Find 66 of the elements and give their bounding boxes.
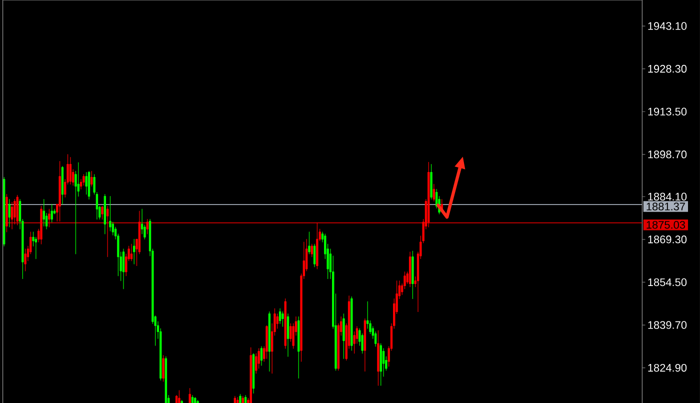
candlestick — [130, 244, 133, 261]
candlestick — [266, 325, 268, 359]
candlestick — [90, 170, 93, 186]
candlestick — [178, 390, 180, 403]
candlestick — [6, 194, 8, 232]
candlestick — [430, 164, 432, 200]
candlestick — [342, 313, 345, 359]
candlestick — [234, 396, 236, 403]
candlestick — [408, 251, 412, 287]
candlestick — [104, 194, 106, 234]
candlestick — [180, 400, 183, 403]
y-tick-label: 1943.10 — [648, 22, 687, 30]
candlestick — [61, 166, 64, 204]
ref-line-label: 1875.03 — [646, 220, 686, 229]
candlestick — [146, 218, 148, 234]
candlestick — [313, 244, 316, 268]
candlestick — [188, 388, 191, 403]
y-tick-label: 1913.50 — [648, 108, 687, 116]
candlestick — [162, 354, 164, 382]
candlestick — [244, 394, 247, 403]
candlestick — [196, 400, 199, 403]
candlestick — [106, 206, 109, 257]
candlestick — [316, 222, 318, 270]
candlestick — [191, 394, 194, 403]
candlestick — [10, 202, 14, 230]
y-tick-label: 1854.50 — [648, 278, 687, 286]
candlestick — [48, 208, 50, 228]
candlestick — [377, 330, 380, 386]
candlestick — [101, 206, 104, 220]
y-tick-label: 1928.30 — [648, 64, 687, 73]
candlestick — [284, 298, 286, 349]
candlestick — [380, 343, 382, 386]
ref-line-label: 1881.37 — [646, 202, 685, 210]
candlestick — [308, 231, 310, 254]
candlestick — [69, 156, 72, 184]
candlestick — [40, 206, 42, 244]
candlestick — [164, 356, 168, 403]
candlestick — [286, 313, 290, 357]
candlestick — [350, 296, 353, 351]
candlestick — [432, 184, 436, 202]
candlestick — [428, 162, 430, 228]
candlestick — [282, 311, 284, 327]
candlestick — [239, 394, 242, 403]
candlestick — [88, 170, 90, 200]
y-tick-label: 1884.10 — [648, 192, 687, 200]
candlestick — [122, 248, 125, 289]
candlestick — [58, 160, 61, 222]
candlestick — [278, 308, 282, 324]
candlestick — [50, 204, 53, 222]
candlestick — [3, 176, 6, 246]
y-tick-label: 1869.30 — [648, 235, 687, 244]
candlestick — [16, 194, 18, 226]
y-tick-label: 1824.90 — [648, 364, 687, 372]
candlestick — [8, 198, 10, 228]
candlestick — [194, 396, 196, 403]
candlestick — [268, 311, 271, 372]
candlestick — [109, 196, 112, 232]
candlestick — [24, 248, 26, 272]
candlestick — [260, 346, 263, 366]
y-tick-label: 1839.70 — [648, 320, 687, 329]
candlestick — [82, 174, 85, 186]
candlestick — [412, 250, 414, 299]
candlestick — [364, 318, 366, 372]
y-tick-label: 1898.70 — [648, 150, 687, 158]
candlestick — [252, 352, 255, 394]
candlestick — [250, 347, 252, 403]
